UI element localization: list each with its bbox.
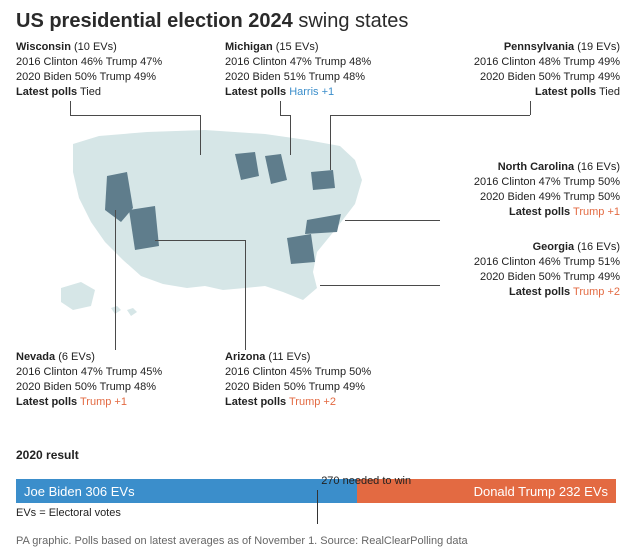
leader-line xyxy=(320,285,440,286)
dem-label: Joe Biden 306 EVs xyxy=(24,484,135,499)
rep-label: Donald Trump 232 EVs xyxy=(474,484,608,499)
leader-line xyxy=(330,115,331,170)
leader-line xyxy=(290,115,291,155)
callout-pennsylvania: Pennsylvania (19 EVs)2016 Clinton 48% Tr… xyxy=(440,40,620,99)
leader-line xyxy=(115,210,116,350)
leader-line xyxy=(245,240,246,350)
callout-wisconsin: Wisconsin (10 EVs)2016 Clinton 46% Trump… xyxy=(16,40,162,99)
leader-line xyxy=(70,115,200,116)
leader-line xyxy=(345,220,440,221)
us-map xyxy=(55,110,395,320)
us-map-svg xyxy=(55,110,395,320)
ev-note: EVs = Electoral votes xyxy=(16,507,624,519)
leader-line xyxy=(330,115,530,116)
callout-georgia: Georgia (16 EVs)2016 Clinton 46% Trump 5… xyxy=(440,240,620,299)
need-bar xyxy=(317,490,318,524)
leader-line xyxy=(70,101,71,115)
result-bar: Joe Biden 306 EVs Donald Trump 232 EVs xyxy=(16,479,616,503)
callout-michigan: Michigan (15 EVs)2016 Clinton 47% Trump … xyxy=(225,40,371,99)
result-title: 2020 result xyxy=(16,448,624,462)
leader-line xyxy=(280,101,281,115)
callout-nevada: Nevada (6 EVs)2016 Clinton 47% Trump 45%… xyxy=(16,350,162,409)
need-label: 270 needed to win xyxy=(321,475,411,487)
leader-line xyxy=(200,115,201,155)
footer-text: PA graphic. Polls based on latest averag… xyxy=(16,535,468,547)
page-title: US presidential election 2024 swing stat… xyxy=(16,10,408,33)
leader-line xyxy=(280,115,290,116)
dem-segment: Joe Biden 306 EVs xyxy=(16,479,357,503)
result-block: 2020 result 270 needed to win Joe Biden … xyxy=(16,448,624,519)
callout-arizona: Arizona (11 EVs)2016 Clinton 45% Trump 5… xyxy=(225,350,371,409)
callout-north_carolina: North Carolina (16 EVs)2016 Clinton 47% … xyxy=(440,160,620,219)
leader-line xyxy=(155,240,245,241)
title-light: swing states xyxy=(298,10,408,32)
title-bold: US presidential election 2024 xyxy=(16,10,293,32)
leader-line xyxy=(530,101,531,115)
